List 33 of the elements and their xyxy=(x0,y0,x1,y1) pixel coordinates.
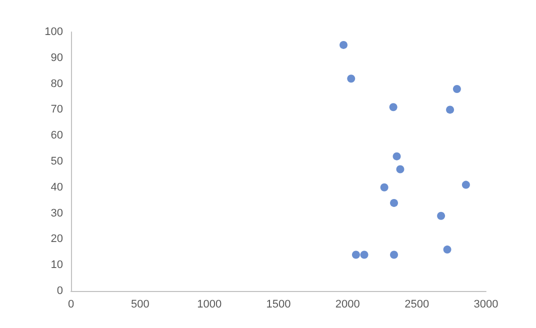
point xyxy=(452,84,461,93)
point xyxy=(392,152,401,160)
point xyxy=(352,250,360,259)
y-tick-label: 80 xyxy=(50,78,63,90)
point xyxy=(380,183,388,192)
x-tick-label: 1500 xyxy=(266,298,291,310)
x-tick-label: 3000 xyxy=(474,298,498,310)
y-tick-label: 20 xyxy=(50,233,63,246)
y-tick-label: 40 xyxy=(50,181,63,194)
x-tick-label: 1000 xyxy=(197,298,222,310)
point xyxy=(347,74,356,83)
point xyxy=(446,106,454,114)
y-tick-label: 90 xyxy=(50,52,63,64)
y-tick-label: 30 xyxy=(50,207,63,220)
x-tick-label: 2000 xyxy=(335,298,360,310)
point xyxy=(390,198,398,207)
point xyxy=(390,250,398,259)
point xyxy=(462,180,470,189)
point xyxy=(443,246,452,254)
x-tick-label: 2500 xyxy=(404,298,430,310)
y-tick-label: 60 xyxy=(50,130,63,142)
y-tick-label: 50 xyxy=(50,156,63,168)
point xyxy=(360,250,368,259)
y-tick-label: 100 xyxy=(44,26,63,38)
point xyxy=(437,212,446,220)
point xyxy=(340,40,348,49)
y-tick-label: 70 xyxy=(50,104,63,116)
y-tick-label: 10 xyxy=(50,259,63,272)
x-tick-label: 0 xyxy=(68,298,74,310)
point xyxy=(389,103,398,112)
x-tick-label: 500 xyxy=(130,298,150,310)
point xyxy=(396,165,404,174)
y-tick-label: 0 xyxy=(56,285,63,297)
